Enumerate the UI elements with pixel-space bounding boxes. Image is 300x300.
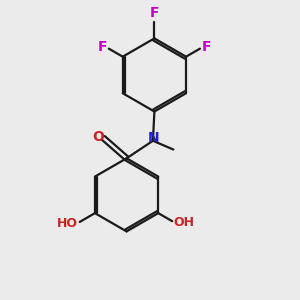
Text: HO: HO (56, 217, 77, 230)
Text: O: O (92, 130, 104, 144)
Text: N: N (148, 131, 160, 146)
Text: F: F (150, 6, 159, 20)
Text: OH: OH (174, 216, 195, 229)
Text: F: F (98, 40, 107, 55)
Text: F: F (202, 40, 211, 55)
